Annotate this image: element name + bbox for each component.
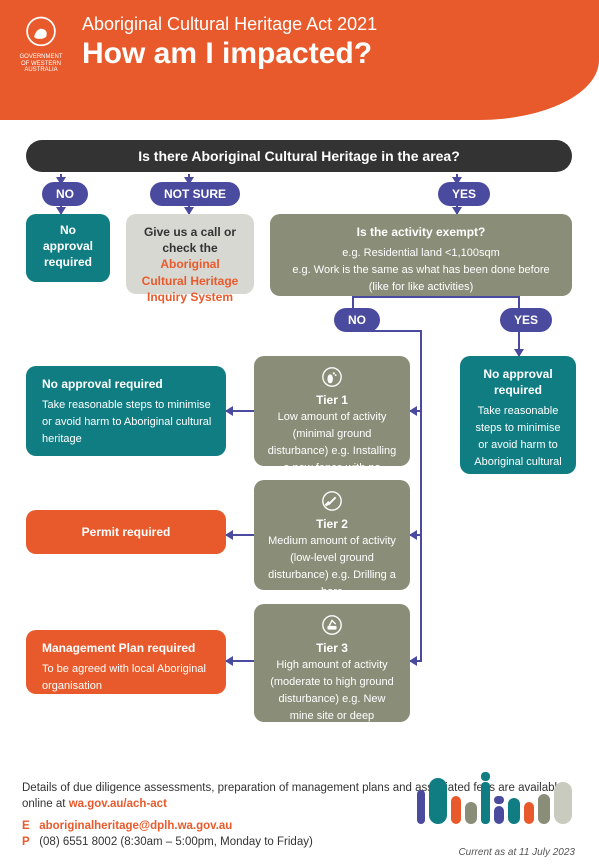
tier2-label: Tier 2 [316,517,348,531]
activity-exempt-eg2: e.g. Work is the same as what has been d… [292,264,549,293]
tier3-outcome: Management Plan required To be agreed wi… [26,630,226,694]
exempt-yes-body: Take reasonable steps to minimise or avo… [474,405,561,484]
tier1-box: Tier 1 Low amount of activity (minimal g… [254,356,410,466]
tier3-outcome-body: To be agreed with local Aboriginal organ… [42,663,206,692]
header-title: How am I impacted? [82,37,377,71]
flowchart: Is there Aboriginal Cultural Heritage in… [0,120,599,864]
activity-exempt-title: Is the activity exempt? [282,224,560,240]
phone-label: P [22,834,36,850]
footprint-icon [321,366,343,388]
arrow [60,204,62,214]
arrow [410,534,422,536]
tier3-outcome-title: Management Plan required [42,640,214,656]
tier2-body: Medium amount of activity (low-level gro… [268,535,396,598]
excavator-icon [321,614,343,636]
no-approval-box: No approval required [26,214,110,282]
tier2-box: Tier 2 Medium amount of activity (low-le… [254,480,410,590]
footer-email[interactable]: aboriginalheritage@dplh.wa.gov.au [39,820,232,832]
pill-activity-yes: YES [500,308,552,332]
exempt-yes-box: No approval required Take reasonable ste… [460,356,576,474]
tier1-label: Tier 1 [316,393,348,407]
arrow [518,330,520,356]
root-question: Is there Aboriginal Cultural Heritage in… [26,140,572,172]
email-label: E [22,818,36,834]
connector [352,328,354,332]
header-subtitle: Aboriginal Cultural Heritage Act 2021 [82,14,377,35]
activity-exempt-eg1: e.g. Residential land <1,100sqm [342,247,499,259]
not-sure-highlight: Aboriginal Cultural Heritage Inquiry Sys… [142,257,239,303]
tier1-outcome-body: Take reasonable steps to minimise or avo… [42,399,211,445]
arrow [456,204,458,214]
arrow [188,204,190,214]
shovel-icon [321,490,343,512]
arrow [410,660,422,662]
tier-spine [420,330,422,660]
arrow [226,410,254,412]
pill-yes: YES [438,182,490,206]
arrow [226,660,254,662]
pill-activity-no: NO [334,308,380,332]
tier3-body: High amount of activity (moderate to hig… [270,659,394,738]
header-banner: GOVERNMENT OF WESTERN AUSTRALIA Aborigin… [0,0,599,120]
tier1-outcome: No approval required Take reasonable ste… [26,366,226,456]
not-sure-box: Give us a call or check the Aboriginal C… [126,214,254,294]
decorative-shapes-icon [417,772,577,830]
exempt-yes-title: No approval required [472,366,564,398]
crest-caption: GOVERNMENT OF WESTERN AUSTRALIA [16,54,66,74]
arrow [226,534,254,536]
footer-date: Current as at 11 July 2023 [458,847,575,858]
tier1-outcome-title: No approval required [42,376,214,392]
footer-details-link[interactable]: wa.gov.au/ach-act [69,798,167,810]
tier3-label: Tier 3 [316,641,348,655]
no-approval-title: No approval required [38,222,98,271]
connector [352,330,422,332]
tier3-box: Tier 3 High amount of activity (moderate… [254,604,410,722]
activity-exempt-question: Is the activity exempt? e.g. Residential… [270,214,572,296]
arrow [410,410,422,412]
connector [352,296,520,298]
footer-phone: (08) 6551 8002 (8:30am – 5:00pm, Monday … [39,836,313,848]
tier2-outcome-title: Permit required [82,524,171,540]
tier1-body: Low amount of activity (minimal ground d… [268,411,396,490]
pill-no: NO [42,182,88,206]
swan-crest-icon [19,14,63,52]
not-sure-line1: Give us a call or check the [144,225,236,255]
pill-not-sure: NOT SURE [150,182,240,206]
wa-government-crest: GOVERNMENT OF WESTERN AUSTRALIA [16,14,66,74]
tier2-outcome: Permit required [26,510,226,554]
